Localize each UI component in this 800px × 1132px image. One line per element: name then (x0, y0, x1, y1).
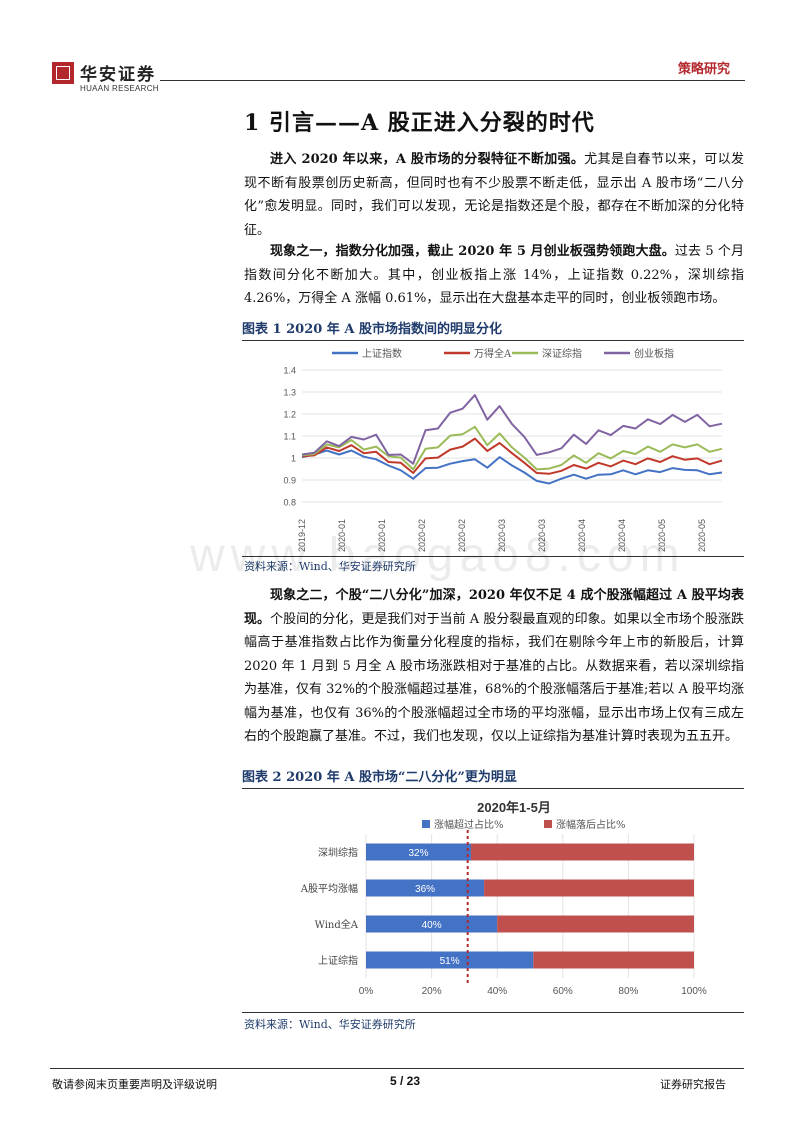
x-tick-label: 2020-05 (697, 519, 707, 552)
series-line (301, 425, 723, 471)
x-tick-label: 2020-04 (577, 519, 587, 552)
paragraph-2-lead: 现象之一，指数分化加强，截止 2020 年 5 月创业板强势领跑大盘。 (270, 244, 675, 259)
category-label: A股平均涨幅 (300, 882, 358, 895)
paragraph-1: 进入 2020 年以来，A 股市场的分裂特征不断加强。尤其是自春节以来，可以发现… (244, 148, 744, 242)
section-title: 1 引言——A 股正进入分裂的时代 (244, 110, 595, 136)
bar-data-label: 36% (415, 884, 435, 895)
x-tick-label: 0% (359, 986, 374, 997)
figure-2-bar-chart: 2020年1-5月 涨幅超过占比% 涨幅落后占比% 0% 20% 40% 60% 80% 1… (300, 800, 707, 997)
x-tick-label: 40% (487, 986, 507, 997)
x-tick-label: 2020-05 (657, 519, 667, 552)
paragraph-2: 现象之一，指数分化加强，截止 2020 年 5 月创业板强势领跑大盘。过去 5 … (244, 240, 744, 311)
y-tick-label: 1 (291, 454, 296, 464)
figure-1-line-chart: 上证指数 万得全A 深证综指 创业板指 0.8 0.9 1 1.1 1.2 1.3 1.4 201… (283, 347, 723, 552)
report-category: 策略研究 (678, 62, 731, 77)
legend-swatch (544, 820, 552, 828)
x-tick-label: 100% (681, 986, 707, 997)
bar-segment (484, 879, 694, 897)
figure-2-chart-title: 2020年1-5月 (477, 800, 551, 815)
brand-logo-icon (52, 62, 74, 84)
y-tick-label: 1.1 (283, 432, 296, 442)
paragraph-1-lead: 进入 2020 年以来，A 股市场的分裂特征不断加强。 (270, 152, 585, 167)
legend-label: 创业板指 (634, 347, 674, 360)
x-tick-label: 2020-01 (337, 519, 347, 552)
figure-2-source: 资料来源：Wind、华安证券研究所 (244, 1018, 416, 1031)
footer-divider (50, 1068, 744, 1069)
bar-segment (497, 915, 694, 933)
paragraph-3-body: 个股间的分化，更是我们对于当前 A 股分裂最直观的印象。如果以全市场个股涨跌幅高… (244, 611, 744, 745)
legend-label: 涨幅落后占比% (556, 818, 626, 831)
y-tick-label: 1.2 (283, 410, 296, 420)
legend-label: 上证指数 (362, 347, 402, 360)
bar-segment (470, 843, 694, 861)
x-tick-label: 2019-12 (297, 519, 307, 552)
brand-name-cn: 华安证券 (80, 65, 156, 85)
brand-name-en: HUAAN RESEARCH (80, 84, 159, 93)
series-line (301, 449, 723, 485)
footer-report-type: 证券研究报告 (660, 1078, 726, 1091)
paragraph-3-lead: 现象之二，个股“二八分化”加深，2020 年仅不足 4 成个股涨幅超过 A 股平… (244, 588, 744, 627)
x-tick-label: 2020-02 (417, 519, 427, 552)
bar-segment (366, 843, 471, 861)
bar-data-label: 51% (440, 956, 460, 967)
x-tick-label: 60% (553, 986, 573, 997)
x-tick-label: 80% (618, 986, 638, 997)
y-tick-label: 1.4 (283, 366, 296, 376)
y-tick-label: 0.8 (283, 498, 296, 508)
series-line (301, 394, 723, 465)
x-tick-label: 2020-02 (457, 519, 467, 552)
x-tick-label: 20% (422, 986, 442, 997)
figure-1-source: 资料来源：Wind、华安证券研究所 (244, 560, 416, 573)
x-tick-label: 2020-04 (617, 519, 627, 552)
footer-disclaimer: 敬请参阅末页重要声明及评级说明 (52, 1078, 217, 1091)
legend-label: 涨幅超过占比% (434, 818, 504, 831)
y-tick-label: 0.9 (283, 476, 296, 486)
category-label: 深圳综指 (318, 846, 358, 859)
paragraph-3: 现象之二，个股“二八分化”加深，2020 年仅不足 4 成个股涨幅超过 A 股平… (244, 584, 744, 749)
x-tick-label: 2020-03 (537, 519, 547, 552)
figure-1-bottom-rule (242, 556, 744, 557)
bar-data-label: 32% (408, 848, 428, 859)
bar-segment (366, 951, 534, 969)
figure-2-title: 图表 2 2020 年 A 股市场“二八分化”更为明显 (242, 766, 744, 789)
bar-data-label: 40% (422, 920, 442, 931)
paragraph-1-body: 尤其是自春节以来，可以发现不断有股票创历史新高，但同时也有不少股票不断走低，显示… (244, 152, 744, 238)
category-label: 上证综指 (318, 954, 358, 967)
paragraph-2-body: 过去 5 个月指数间分化不断加大。其中，创业板指上涨 14%，上证指数 0.22… (244, 244, 744, 306)
bar-segment (533, 951, 694, 969)
legend-swatch (422, 820, 430, 828)
x-tick-label: 2020-01 (377, 519, 387, 552)
figure-2-bottom-rule (242, 1012, 744, 1013)
page-number: 5 / 23 (390, 1074, 421, 1088)
y-tick-label: 1.3 (283, 388, 296, 398)
x-tick-label: 2020-03 (497, 519, 507, 552)
series-line (301, 437, 723, 475)
watermark: www.baogao8.com (190, 529, 686, 582)
legend-label: 万得全A (474, 347, 512, 360)
category-label: Wind全A (315, 918, 359, 931)
figure-1-title: 图表 1 2020 年 A 股市场指数间的明显分化 (242, 318, 744, 341)
header-divider (160, 80, 745, 81)
bar-segment (366, 879, 485, 897)
bar-segment (366, 915, 498, 933)
legend-label: 深证综指 (542, 347, 582, 360)
